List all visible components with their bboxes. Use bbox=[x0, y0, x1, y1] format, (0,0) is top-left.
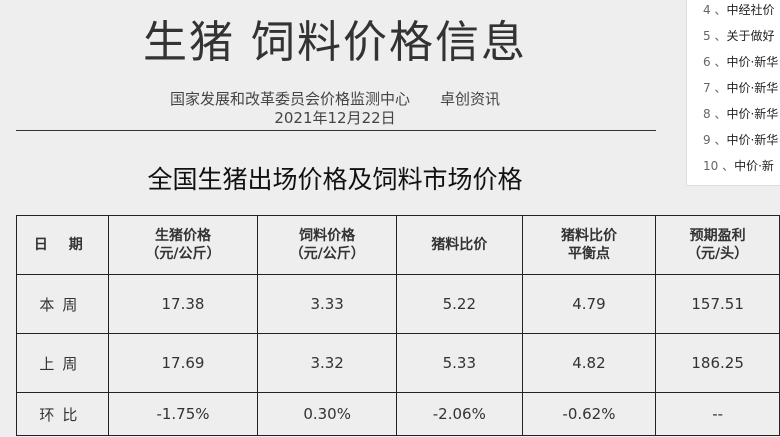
cell: 5.22 bbox=[395, 274, 523, 334]
item-text: 中价·新华 bbox=[726, 107, 779, 121]
related-articles-panel: 4 、中经社价 5 、关于做好 6 、中价·新华 7 、中价·新华 8 、中价·… bbox=[686, 0, 780, 186]
cell: 4.79 bbox=[521, 274, 657, 334]
item-number: 5 、 bbox=[703, 29, 727, 43]
item-text: 中价·新华 bbox=[726, 55, 779, 69]
item-text: 中价·新华 bbox=[726, 81, 779, 95]
cell: -2.06% bbox=[395, 392, 523, 436]
source: 国家发展和改革委员会价格监测中心 卓创资讯 bbox=[169, 90, 500, 108]
cell: 157.51 bbox=[655, 274, 780, 334]
price-table: 日 期 生猪价格 （元/公斤） 饲料价格 （元/公斤） 猪料比价 猪料比价 平衡… bbox=[16, 215, 780, 436]
item-number: 7 、 bbox=[703, 81, 727, 95]
cell: 3.32 bbox=[257, 333, 397, 393]
divider bbox=[16, 130, 656, 131]
cell: -1.75% bbox=[107, 392, 259, 436]
table-header-row: 日 期 生猪价格 （元/公斤） 饲料价格 （元/公斤） 猪料比价 猪料比价 平衡… bbox=[16, 215, 780, 275]
article-link[interactable]: 9 、中价·新华 bbox=[703, 131, 778, 148]
article-link[interactable]: 7 、中价·新华 bbox=[703, 79, 778, 96]
item-text: 关于做好 bbox=[726, 29, 775, 43]
cell: 0.30% bbox=[257, 392, 397, 436]
cell: 上周 bbox=[16, 333, 109, 393]
item-number: 4 、 bbox=[703, 3, 727, 17]
cell: 17.38 bbox=[107, 274, 259, 334]
article-link[interactable]: 10 、中价·新 bbox=[703, 157, 774, 174]
item-text: 中价·新华 bbox=[726, 133, 779, 147]
item-number: 10 、 bbox=[703, 159, 735, 173]
table-row: 本周 17.38 3.33 5.22 4.79 157.51 bbox=[16, 274, 780, 334]
table-title: 全国生猪出场价格及饲料市场价格 bbox=[147, 165, 523, 194]
item-text: 中价·新 bbox=[734, 159, 774, 173]
cell: 环比 bbox=[16, 392, 109, 436]
item-number: 6 、 bbox=[703, 55, 727, 69]
header-cell: 日 期 bbox=[16, 215, 109, 275]
header-cell: 猪料比价 bbox=[395, 215, 523, 275]
table-row: 上周 17.69 3.32 5.33 4.82 186.25 bbox=[16, 333, 780, 393]
article-link[interactable]: 4 、中经社价 bbox=[703, 1, 774, 18]
cell: 4.82 bbox=[521, 333, 657, 393]
article-link[interactable]: 5 、关于做好 bbox=[703, 27, 774, 44]
cell: 3.33 bbox=[257, 274, 397, 334]
header-cell: 猪料比价 平衡点 bbox=[521, 215, 657, 275]
article-link[interactable]: 8 、中价·新华 bbox=[703, 105, 778, 122]
page-title: 生猪 饲料价格信息 bbox=[143, 17, 527, 68]
cell: 5.33 bbox=[395, 333, 523, 393]
article-link[interactable]: 6 、中价·新华 bbox=[703, 53, 778, 70]
cell: -- bbox=[655, 392, 780, 436]
header-cell: 饲料价格 （元/公斤） bbox=[257, 215, 397, 275]
table-row: 环比 -1.75% 0.30% -2.06% -0.62% -- bbox=[16, 392, 780, 436]
item-number: 9 、 bbox=[703, 133, 727, 147]
item-text: 中经社价 bbox=[726, 3, 775, 17]
publish-date: 2021年12月22日 bbox=[274, 109, 396, 127]
item-number: 8 、 bbox=[703, 107, 727, 121]
cell: 本周 bbox=[16, 274, 109, 334]
cell: 186.25 bbox=[655, 333, 780, 393]
cell: -0.62% bbox=[521, 392, 657, 436]
header-cell: 预期盈利 （元/头） bbox=[655, 215, 780, 275]
header-cell: 生猪价格 （元/公斤） bbox=[107, 215, 259, 275]
cell: 17.69 bbox=[107, 333, 259, 393]
